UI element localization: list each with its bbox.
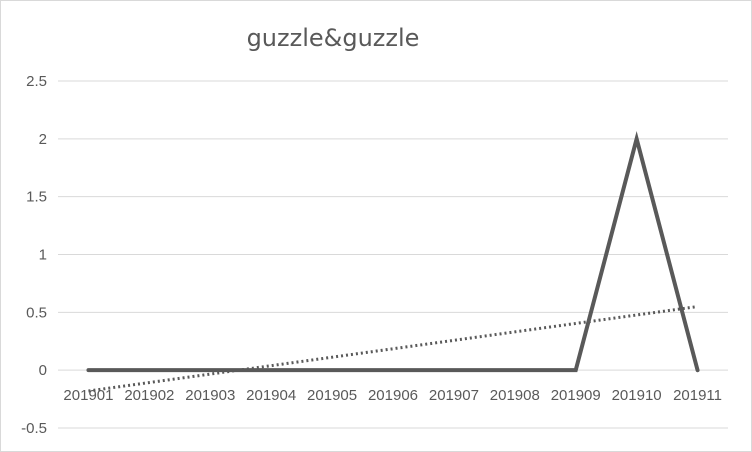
x-tick-label: 201910 bbox=[612, 387, 662, 404]
trendline bbox=[88, 305, 698, 393]
chart-title: guzzle&guzzle bbox=[247, 24, 420, 52]
y-tick-label: 2 bbox=[39, 131, 47, 148]
x-tick-label: 201911 bbox=[673, 387, 722, 404]
y-axis-ticks: -0.5 0 0.5 1 1.5 2 2.5 bbox=[21, 73, 47, 437]
x-tick-label: 201908 bbox=[490, 387, 540, 404]
y-tick-label: 1 bbox=[39, 247, 47, 264]
y-tick-label: 1.5 bbox=[26, 189, 47, 206]
x-tick-label: 201909 bbox=[551, 387, 601, 404]
x-tick-label: 201906 bbox=[368, 387, 418, 404]
trendline-layer bbox=[88, 305, 698, 393]
series-layer bbox=[86, 130, 700, 373]
x-axis-ticks: 201901 201902 201903 201904 201905 201906 2019… bbox=[63, 387, 722, 404]
x-tick-label: 201903 bbox=[185, 387, 235, 404]
y-tick-label: -0.5 bbox=[21, 420, 47, 437]
y-tick-label: 0 bbox=[39, 362, 47, 379]
x-tick-label: 201905 bbox=[307, 387, 357, 404]
gridlines bbox=[58, 80, 728, 429]
x-tick-label: 201907 bbox=[429, 387, 479, 404]
x-tick-label: 201904 bbox=[246, 387, 296, 404]
y-tick-label: 0.5 bbox=[26, 304, 47, 321]
x-tick-label: 201902 bbox=[124, 387, 174, 404]
y-tick-label: 2.5 bbox=[26, 73, 47, 90]
x-tick-label: 201901 bbox=[63, 387, 113, 404]
